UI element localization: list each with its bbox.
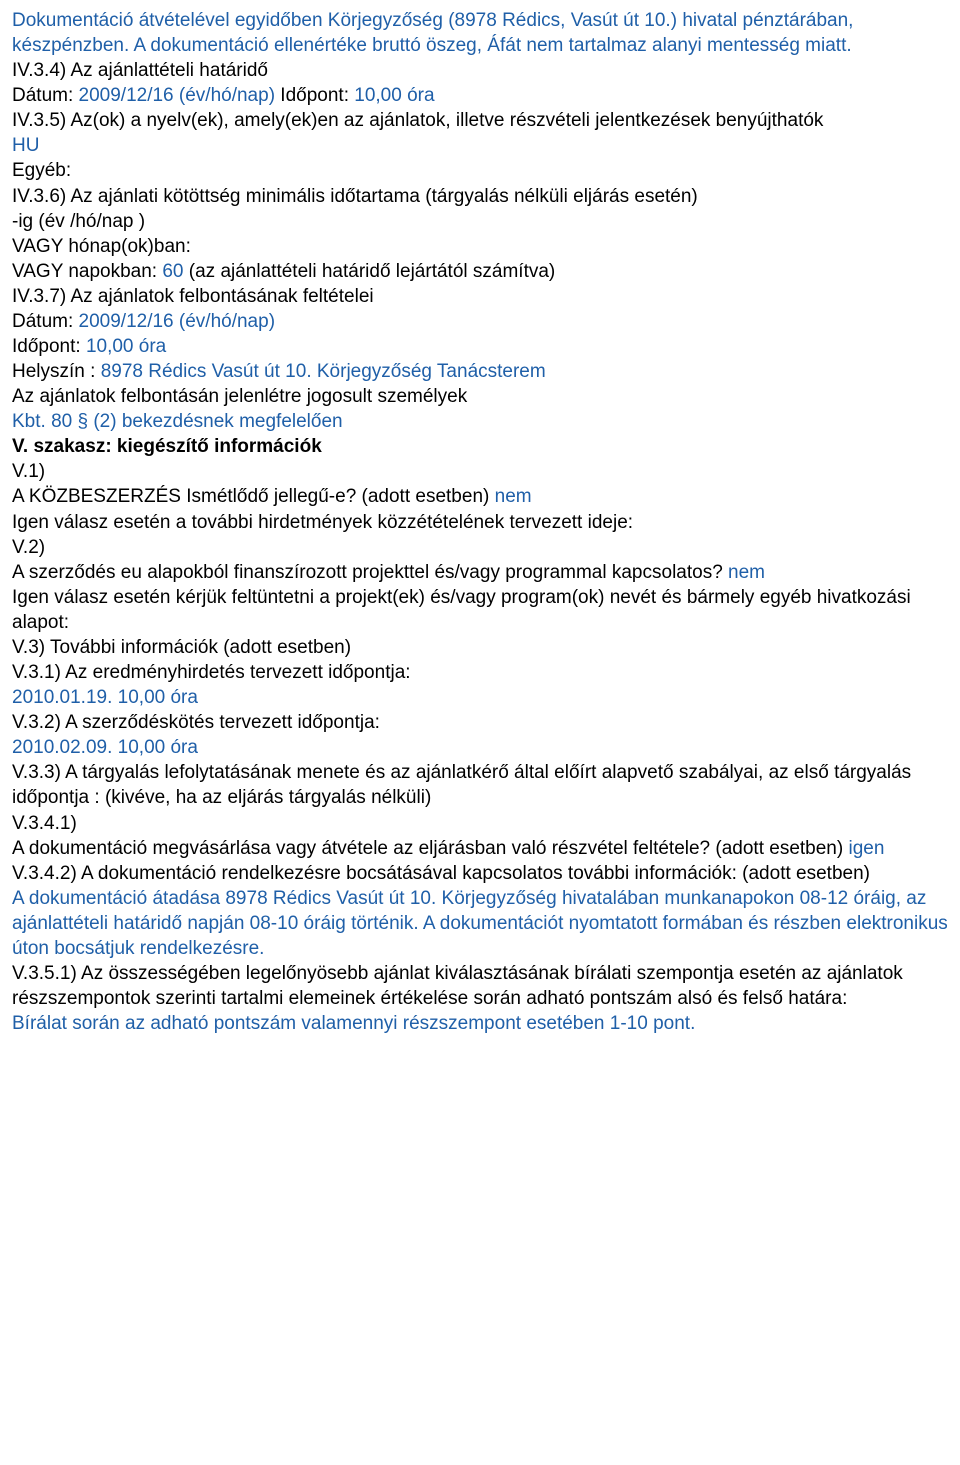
para-25: V.3.1) Az eredményhirdetés tervezett idő… [12, 660, 948, 685]
text-label: Dátum: [12, 85, 79, 106]
para-10: VAGY napokban: 60 (az ajánlattételi hatá… [12, 259, 948, 284]
para-2: IV.3.4) Az ajánlattételi határidő [12, 58, 948, 83]
para-13: Időpont: 10,00 óra [12, 334, 948, 359]
text-label: Helyszín : [12, 361, 101, 382]
text-value: 2009/12/16 (év/hó/nap) [79, 85, 281, 106]
para-22: A szerződés eu alapokból finanszírozott … [12, 560, 948, 585]
para-3: Dátum: 2009/12/16 (év/hó/nap) Időpont: 1… [12, 83, 948, 108]
text: Az ajánlatok felbontásán jelenlétre jogo… [12, 386, 467, 407]
text: V.3.4.2) A dokumentáció rendelkezésre bo… [12, 863, 870, 884]
para-16: Kbt. 80 § (2) bekezdésnek megfelelően [12, 409, 948, 434]
para-28: 2010.02.09. 10,00 óra [12, 735, 948, 760]
text-label: A szerződés eu alapokból finanszírozott … [12, 562, 728, 583]
text: V.3.4.1) [12, 813, 77, 834]
para-31: A dokumentáció megvásárlása vagy átvétel… [12, 836, 948, 861]
text: IV.3.7) Az ajánlatok felbontásának felté… [12, 286, 374, 307]
text-label: (az ajánlattételi határidő lejártától sz… [189, 261, 555, 282]
para-9: VAGY hónap(ok)ban: [12, 234, 948, 259]
text: Dokumentáció átvételével egyidőben Körje… [12, 10, 853, 56]
text-value: 10,00 óra [86, 336, 166, 357]
text-label: VAGY napokban: [12, 261, 162, 282]
text: V.3.1) Az eredményhirdetés tervezett idő… [12, 662, 411, 683]
para-26: 2010.01.19. 10,00 óra [12, 685, 948, 710]
text-value: igen [848, 838, 884, 859]
text-value: 2010.02.09. 10,00 óra [12, 737, 198, 758]
text: IV.3.6) Az ajánlati kötöttség minimális … [12, 186, 698, 207]
para-21: V.2) [12, 535, 948, 560]
para-23: Igen válasz esetén kérjük feltüntetni a … [12, 585, 948, 635]
para-1: Dokumentáció átvételével egyidőben Körje… [12, 8, 948, 58]
text: V.1) [12, 461, 45, 482]
para-35: Bírálat során az adható pontszám valamen… [12, 1011, 948, 1036]
para-19: A KÖZBESZERZÉS Ismétlődő jellegű-e? (ado… [12, 484, 948, 509]
text-value: nem [728, 562, 765, 583]
text: Kbt. 80 § (2) bekezdésnek megfelelően [12, 411, 343, 432]
para-32: V.3.4.2) A dokumentáció rendelkezésre bo… [12, 861, 948, 886]
para-12: Dátum: 2009/12/16 (év/hó/nap) [12, 309, 948, 334]
text: V.3.2) A szerződéskötés tervezett időpon… [12, 712, 380, 733]
text: HU [12, 135, 39, 156]
text-value: 60 [162, 261, 188, 282]
text: V.2) [12, 537, 45, 558]
para-34: V.3.5.1) Az összességében legelőnyösebb … [12, 961, 948, 1011]
text: V.3) További információk (adott esetben) [12, 637, 351, 658]
para-5: HU [12, 133, 948, 158]
para-18: V.1) [12, 459, 948, 484]
text-value: nem [495, 486, 532, 507]
para-6: Egyéb: [12, 158, 948, 183]
para-30: V.3.4.1) [12, 811, 948, 836]
para-15: Az ajánlatok felbontásán jelenlétre jogo… [12, 384, 948, 409]
text: -ig (év /hó/nap ) [12, 211, 145, 232]
para-29: V.3.3) A tárgyalás lefolytatásának menet… [12, 760, 948, 810]
text: Igen válasz esetén a további hirdetménye… [12, 512, 633, 533]
text: IV.3.5) Az(ok) a nyelv(ek), amely(ek)en … [12, 110, 823, 131]
text: IV.3.4) Az ajánlattételi határidő [12, 60, 268, 81]
text: A dokumentáció átadása 8978 Rédics Vasút… [12, 888, 948, 959]
para-14: Helyszín : 8978 Rédics Vasút út 10. Körj… [12, 359, 948, 384]
text-label: A dokumentáció megvásárlása vagy átvétel… [12, 838, 848, 859]
text: VAGY hónap(ok)ban: [12, 236, 191, 257]
para-27: V.3.2) A szerződéskötés tervezett időpon… [12, 710, 948, 735]
text-value: 2010.01.19. 10,00 óra [12, 687, 198, 708]
text-value: 2009/12/16 (év/hó/nap) [79, 311, 276, 332]
para-8: -ig (év /hó/nap ) [12, 209, 948, 234]
para-7: IV.3.6) Az ajánlati kötöttség minimális … [12, 184, 948, 209]
para-20: Igen válasz esetén a további hirdetménye… [12, 510, 948, 535]
para-24: V.3) További információk (adott esetben) [12, 635, 948, 660]
section-heading: V. szakasz: kiegészítő információk [12, 436, 322, 457]
para-33: A dokumentáció átadása 8978 Rédics Vasút… [12, 886, 948, 961]
text: V.3.3) A tárgyalás lefolytatásának menet… [12, 762, 911, 808]
text: V.3.5.1) Az összességében legelőnyösebb … [12, 963, 903, 1009]
text: Bírálat során az adható pontszám valamen… [12, 1013, 695, 1034]
text-label: Időpont: [280, 85, 354, 106]
text-label: A KÖZBESZERZÉS Ismétlődő jellegű-e? (ado… [12, 486, 495, 507]
para-4: IV.3.5) Az(ok) a nyelv(ek), amely(ek)en … [12, 108, 948, 133]
para-11: IV.3.7) Az ajánlatok felbontásának felté… [12, 284, 948, 309]
text-label: Dátum: [12, 311, 79, 332]
text-value: 8978 Rédics Vasút út 10. Körjegyzőség Ta… [101, 361, 546, 382]
para-17: V. szakasz: kiegészítő információk [12, 434, 948, 459]
text-value: 10,00 óra [354, 85, 434, 106]
text-label: Időpont: [12, 336, 86, 357]
text: Igen válasz esetén kérjük feltüntetni a … [12, 587, 911, 633]
text: Egyéb: [12, 160, 71, 181]
